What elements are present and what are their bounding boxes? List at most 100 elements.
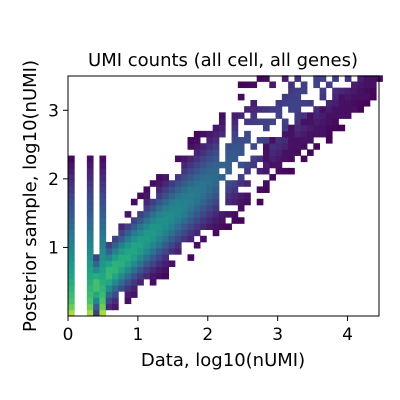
heatmap-cell bbox=[181, 155, 188, 163]
heatmap-cell bbox=[250, 112, 258, 119]
heatmap-cell bbox=[174, 211, 182, 218]
heatmap-cell bbox=[93, 266, 100, 274]
heatmap-cell bbox=[68, 235, 75, 243]
heatmap-cell bbox=[68, 285, 75, 292]
heatmap-cell bbox=[112, 291, 119, 298]
heatmap-cell bbox=[281, 155, 289, 163]
heatmap-cell bbox=[149, 254, 157, 261]
heatmap-cell bbox=[351, 81, 358, 89]
heatmap-cell bbox=[231, 149, 239, 156]
heatmap-cell bbox=[93, 272, 100, 280]
y-axis-label: Posterior sample, log10(nUMI) bbox=[20, 60, 41, 332]
heatmap-cell bbox=[300, 137, 308, 144]
heatmap-cell bbox=[193, 211, 201, 218]
heatmap-cell bbox=[156, 248, 163, 255]
heatmap-cell bbox=[225, 149, 232, 156]
heatmap-cell bbox=[262, 161, 270, 169]
heatmap-cell bbox=[93, 303, 100, 311]
heatmap-cell bbox=[212, 137, 220, 144]
heatmap-cell bbox=[68, 248, 75, 255]
heatmap-cell bbox=[200, 161, 207, 169]
heatmap-cell bbox=[193, 229, 201, 237]
heatmap-cell bbox=[376, 75, 383, 82]
heatmap-cell bbox=[124, 260, 132, 268]
heatmap-cell bbox=[93, 260, 100, 268]
heatmap-cell bbox=[181, 204, 188, 212]
heatmap-cell bbox=[143, 204, 151, 212]
heatmap-cell bbox=[68, 278, 75, 286]
heatmap-cell bbox=[225, 192, 232, 200]
heatmap-cell bbox=[174, 204, 182, 212]
heatmap-cell bbox=[200, 198, 207, 206]
heatmap-cell bbox=[93, 254, 100, 261]
heatmap-cell bbox=[143, 248, 151, 255]
heatmap-cell bbox=[99, 303, 107, 311]
heatmap-cell bbox=[281, 149, 289, 156]
heatmap-cell bbox=[168, 217, 176, 224]
x-axis: 0 1 2 3 4 bbox=[63, 316, 353, 345]
heatmap-cell bbox=[86, 192, 94, 200]
heatmap-cell bbox=[262, 186, 270, 193]
heatmap-cell bbox=[300, 130, 308, 138]
y-tick-label: 3 bbox=[48, 101, 59, 121]
heatmap-cell bbox=[244, 198, 251, 206]
heatmap-cell bbox=[313, 81, 320, 89]
heatmap-cell bbox=[156, 223, 163, 230]
heatmap-cell bbox=[187, 137, 195, 144]
heatmap-cell bbox=[143, 198, 151, 206]
heatmap-cell bbox=[262, 124, 270, 132]
heatmap-cell bbox=[99, 211, 107, 218]
heatmap-cell bbox=[86, 161, 94, 169]
heatmap-cell bbox=[168, 186, 176, 193]
heatmap-cell bbox=[250, 143, 258, 150]
heatmap-cell bbox=[149, 180, 157, 187]
heatmap-cell bbox=[313, 75, 320, 82]
heatmap-cell bbox=[99, 278, 107, 286]
heatmap-cell bbox=[256, 118, 264, 126]
heatmap-cell bbox=[294, 130, 302, 138]
heatmap-cell bbox=[313, 118, 320, 126]
heatmap-cell bbox=[130, 266, 138, 274]
heatmap-cell bbox=[200, 149, 207, 156]
heatmap-cell bbox=[231, 143, 239, 150]
heatmap-cell bbox=[369, 81, 377, 89]
heatmap-cell bbox=[112, 297, 119, 305]
heatmap-cell bbox=[307, 137, 314, 144]
heatmap-cell bbox=[307, 100, 314, 107]
heatmap-cell bbox=[181, 223, 188, 230]
heatmap-cell bbox=[149, 266, 157, 274]
heatmap-cell bbox=[162, 198, 170, 206]
heatmap-cell bbox=[300, 143, 308, 150]
heatmap-cell bbox=[218, 211, 226, 218]
heatmap-cell bbox=[105, 248, 113, 255]
heatmap-cell bbox=[288, 143, 295, 150]
heatmap-cell bbox=[332, 87, 339, 95]
heatmap-cell bbox=[162, 186, 170, 193]
heatmap-cell bbox=[68, 192, 75, 200]
heatmap-cell bbox=[187, 254, 195, 261]
heatmap-cell bbox=[130, 229, 138, 237]
heatmap-cell bbox=[162, 241, 170, 249]
heatmap-cell bbox=[250, 118, 258, 126]
heatmap-cell bbox=[187, 161, 195, 169]
heatmap-cell bbox=[325, 106, 333, 113]
heatmap-cell bbox=[174, 155, 182, 163]
heatmap-cell bbox=[68, 198, 75, 206]
heatmap-cell bbox=[250, 155, 258, 163]
heatmap-cell bbox=[99, 248, 107, 255]
heatmap-cell bbox=[225, 211, 232, 218]
heatmap-cell bbox=[250, 100, 258, 107]
heatmap-cell bbox=[212, 167, 220, 175]
heatmap-cell bbox=[200, 217, 207, 224]
heatmap-cell bbox=[244, 180, 251, 187]
heatmap-cell bbox=[269, 81, 276, 89]
heatmap-cell bbox=[130, 254, 138, 261]
heatmap-cell bbox=[288, 81, 295, 89]
heatmap-cell bbox=[105, 278, 113, 286]
heatmap-cell bbox=[156, 254, 163, 261]
heatmap-cell bbox=[313, 143, 320, 150]
heatmap-cell bbox=[99, 272, 107, 280]
heatmap-cell bbox=[174, 174, 182, 181]
heatmap-cell bbox=[212, 149, 220, 156]
